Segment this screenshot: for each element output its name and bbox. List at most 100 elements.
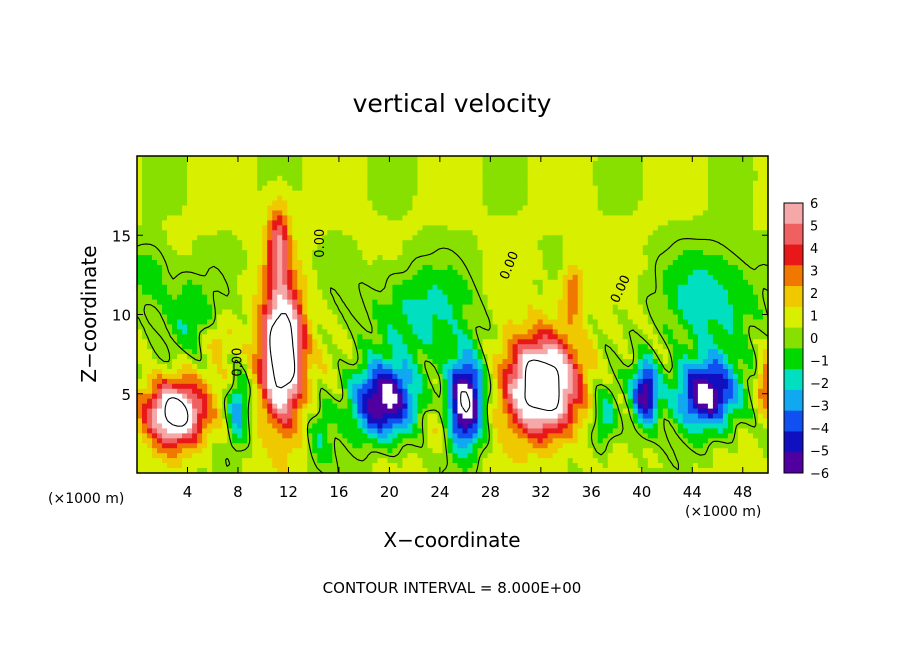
heatmap-cell — [627, 274, 634, 281]
heatmap-cell — [342, 304, 348, 311]
heatmap-cell — [517, 269, 524, 276]
heatmap-cell — [467, 284, 474, 291]
heatmap-cell — [557, 156, 564, 162]
heatmap-cell — [582, 225, 589, 231]
heatmap-cell — [257, 255, 263, 261]
heatmap-cell — [482, 314, 489, 321]
heatmap-cell — [522, 195, 529, 202]
heatmap-cell — [172, 165, 178, 172]
heatmap-cell — [347, 215, 353, 221]
heatmap-cell — [427, 264, 434, 271]
heatmap-cell — [512, 299, 519, 306]
heatmap-cell — [282, 339, 288, 345]
heatmap-cell — [522, 260, 529, 266]
heatmap-cell — [412, 240, 419, 246]
heatmap-cell — [377, 195, 383, 202]
heatmap-cell — [367, 339, 373, 345]
heatmap-cell — [732, 269, 739, 276]
heatmap-cell — [202, 205, 208, 212]
heatmap-cell — [642, 240, 649, 246]
heatmap-cell — [502, 269, 509, 276]
heatmap-cell — [642, 165, 649, 172]
heatmap-cell — [752, 235, 759, 241]
heatmap-cell — [152, 284, 158, 291]
heatmap-cell — [402, 269, 409, 276]
heatmap-cell — [142, 324, 148, 330]
heatmap-cell — [532, 329, 539, 335]
heatmap-cell — [182, 215, 188, 221]
heatmap-cell — [297, 255, 303, 261]
heatmap-cell — [482, 334, 489, 340]
heatmap-cell — [747, 334, 754, 340]
heatmap-cell — [542, 195, 549, 202]
heatmap-cell — [287, 165, 293, 172]
heatmap-cell — [657, 274, 664, 281]
heatmap-cell — [162, 349, 168, 355]
heatmap-cell — [437, 225, 444, 231]
heatmap-cell — [307, 200, 313, 207]
heatmap-cell — [707, 260, 714, 266]
heatmap-cell — [382, 339, 388, 345]
heatmap-cell — [237, 294, 243, 301]
heatmap-cell — [557, 170, 564, 177]
heatmap-cell — [762, 215, 769, 221]
heatmap-cell — [437, 175, 444, 182]
heatmap-cell — [277, 289, 283, 296]
heatmap-cell — [317, 235, 323, 241]
heatmap-cell — [357, 250, 363, 256]
heatmap-cell — [392, 205, 399, 212]
heatmap-cell — [332, 339, 338, 345]
heatmap-cell — [137, 235, 143, 241]
heatmap-cell — [757, 175, 764, 182]
heatmap-cell — [572, 205, 579, 212]
heatmap-cell — [207, 175, 213, 182]
heatmap-cell — [747, 240, 754, 246]
heatmap-cell — [607, 324, 614, 330]
heatmap-cell — [727, 274, 734, 281]
heatmap-cell — [172, 185, 178, 192]
heatmap-cell — [407, 299, 414, 306]
heatmap-cell — [397, 175, 404, 182]
heatmap-cell — [447, 245, 454, 251]
heatmap-cell — [607, 319, 614, 325]
heatmap-cell — [232, 329, 238, 335]
heatmap-cell — [217, 255, 223, 261]
heatmap-cell — [452, 195, 459, 202]
heatmap-cell — [292, 215, 298, 221]
heatmap-cell — [377, 215, 383, 221]
heatmap-cell — [762, 156, 769, 162]
heatmap-cell — [712, 205, 719, 212]
heatmap-cell — [217, 210, 223, 217]
heatmap-cell — [612, 309, 619, 316]
heatmap-cell — [687, 284, 694, 291]
heatmap-cell — [137, 200, 143, 207]
heatmap-cell — [687, 235, 694, 241]
heatmap-cell — [482, 269, 489, 276]
heatmap-cell — [682, 200, 689, 207]
heatmap-cell — [197, 319, 203, 325]
heatmap-cell — [707, 240, 714, 246]
heatmap-cell — [707, 294, 714, 301]
heatmap-cell — [372, 195, 378, 202]
heatmap-cell — [477, 195, 484, 202]
heatmap-cell — [312, 240, 318, 246]
heatmap-cell — [677, 319, 684, 325]
heatmap-cell — [307, 190, 313, 197]
heatmap-cell — [567, 165, 574, 172]
heatmap-cell — [272, 329, 278, 335]
heatmap-cell — [427, 235, 434, 241]
heatmap-cell — [752, 195, 759, 202]
heatmap-cell — [142, 245, 148, 251]
heatmap-cell — [267, 210, 273, 217]
heatmap-cell — [252, 235, 258, 241]
heatmap-cell — [687, 200, 694, 207]
heatmap-cell — [732, 274, 739, 281]
heatmap-cell — [542, 339, 549, 345]
heatmap-cell — [672, 215, 679, 221]
heatmap-cell — [757, 344, 764, 350]
heatmap-cell — [522, 284, 529, 291]
heatmap-cell — [622, 230, 629, 236]
heatmap-cell — [442, 319, 449, 325]
heatmap-cell — [382, 279, 388, 286]
heatmap-cell — [507, 160, 514, 167]
